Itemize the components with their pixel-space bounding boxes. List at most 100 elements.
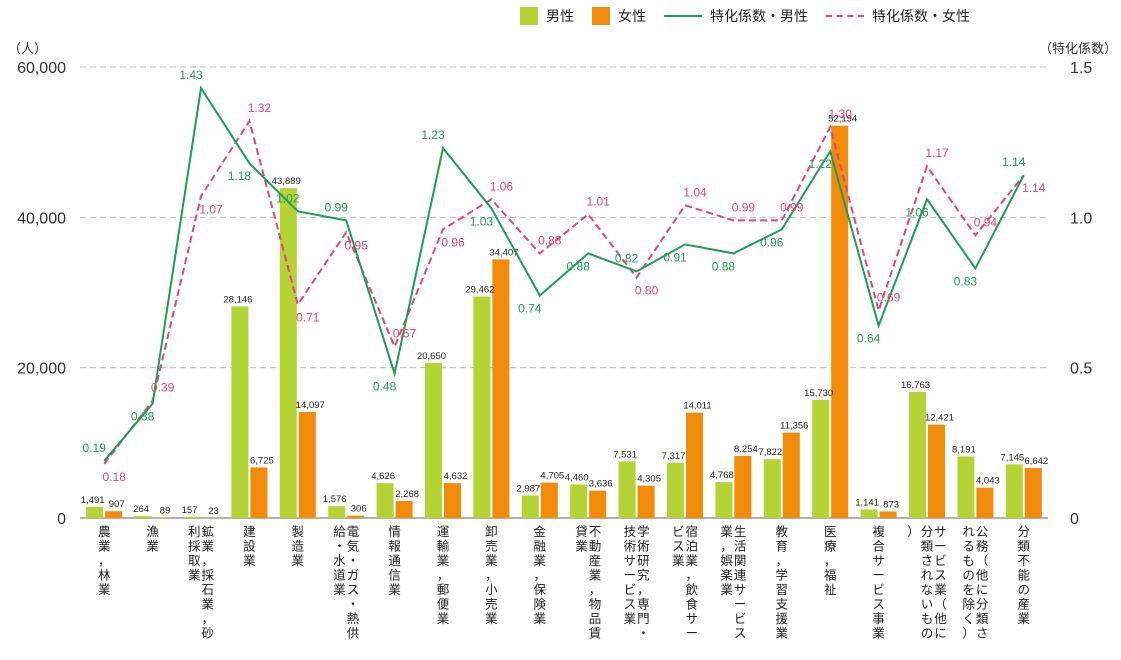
coef-male-label: 0.74 [518, 302, 542, 316]
bar-female-label: 14,011 [683, 401, 711, 412]
bar-female-label: 4,705 [540, 471, 564, 482]
bar-female [153, 517, 171, 518]
coef-male-label: 1.23 [421, 128, 445, 142]
legend-female-label: 女性 [618, 9, 646, 25]
bar-female-label: 89 [160, 505, 171, 516]
bar-male-label: 7,317 [662, 451, 686, 462]
legend-coef-female-label: 特化係数・女性 [872, 9, 970, 25]
category-label: 農業，林業 [98, 524, 111, 597]
coef-female-label: 1.17 [925, 146, 949, 160]
bar-male [473, 296, 491, 518]
bar-female [928, 424, 945, 518]
category-label: サービス業（他に分類されないもの） [907, 524, 947, 641]
bar-male [618, 461, 636, 518]
bar-female-label: 6,725 [250, 455, 274, 466]
bar-female-label: 12,421 [925, 413, 954, 424]
category-label: 医療，福祉 [824, 524, 837, 597]
coef-male-label: 0.19 [83, 441, 107, 455]
coef-male-label: 0.64 [857, 332, 881, 346]
left-tick-label: 40,000 [17, 210, 66, 227]
legend-coef-female-swatch [826, 15, 864, 17]
coef-female-label: 0.69 [877, 291, 901, 305]
right-tick-label: 0 [1070, 511, 1079, 528]
bar-female [250, 467, 268, 518]
bar-female [589, 490, 607, 518]
bar-female-label: 2,268 [395, 489, 419, 500]
bar-male-label: 4,626 [371, 471, 395, 482]
coef-male-label: 0.99 [325, 200, 349, 214]
left-tick-label: 20,000 [17, 361, 66, 378]
bar-female [831, 125, 849, 518]
bar-male [279, 188, 297, 518]
category-label: 建設業 [243, 524, 256, 568]
legend-male-swatch [520, 7, 538, 25]
legend-coef-male-label: 特化係数・男性 [710, 9, 808, 25]
bar-male [1005, 464, 1023, 518]
bar-male [134, 516, 152, 518]
bar-female-label: 6,642 [1024, 456, 1048, 467]
coef-female-label: 0.88 [538, 233, 562, 247]
coef-female-label: 0.39 [151, 381, 175, 395]
bar-male [715, 482, 733, 518]
bar-female [298, 412, 316, 518]
coef-male-label: 1.43 [179, 68, 203, 82]
coef-female-label: 1.14 [1022, 181, 1046, 195]
bar-male-label: 7,145 [1000, 452, 1024, 463]
bar-male-label: 20,650 [417, 351, 446, 362]
bar-female [347, 515, 365, 518]
bar-male [86, 506, 104, 518]
category-label: 教育，学習支援業 [776, 524, 789, 641]
bar-female [1024, 468, 1042, 518]
legend-coef-male[interactable]: 特化係数・男性 [664, 6, 808, 26]
bar-male-label: 43,889 [272, 176, 301, 187]
coef-male-label: 0.83 [954, 274, 978, 288]
coef-female-label: 1.01 [587, 194, 611, 208]
line-coef-female [103, 118, 1025, 465]
bar-male [957, 456, 975, 518]
coef-male-label: 1.03 [470, 214, 494, 228]
line-coef-male [103, 85, 1025, 462]
right-tick-label: 1.5 [1070, 60, 1092, 77]
bar-male [231, 306, 249, 518]
coef-male-label: 0.96 [760, 235, 784, 249]
bar-male [376, 483, 394, 518]
category-label: 製造業 [292, 524, 305, 568]
coef-male-label: 1.18 [228, 169, 252, 183]
category-label: 漁業 [146, 524, 159, 554]
left-tick-label: 60,000 [17, 60, 66, 77]
bar-male [812, 399, 830, 518]
bar-male [909, 391, 926, 518]
bar-male [521, 495, 539, 518]
legend-female[interactable]: 女性 [592, 6, 646, 26]
legend-male-label: 男性 [546, 9, 574, 25]
bar-female [637, 485, 655, 518]
coef-female-label: 0.94 [974, 215, 998, 229]
coef-female-label: 1.30 [829, 107, 853, 121]
category-label: 公務（他に分類されるものを除く） [962, 524, 989, 641]
category-label: 学術研究，専門・技術サービス業 [624, 524, 651, 641]
category-label: 金融業，保険業 [534, 524, 547, 626]
bar-female-label: 52,194 [828, 114, 857, 125]
bar-male [570, 484, 588, 518]
bar-female-label: 4,305 [637, 474, 661, 485]
bar-female-label: 4,043 [976, 476, 1000, 487]
coef-male-label: 0.82 [615, 251, 639, 265]
coef-female-label: 0.71 [296, 311, 320, 325]
coef-male-label: 0.88 [712, 259, 736, 273]
legend-male[interactable]: 男性 [520, 6, 574, 26]
bar-male-label: 1,576 [323, 494, 347, 505]
legend-coef-female[interactable]: 特化係数・女性 [826, 6, 970, 26]
coef-female-label: 1.06 [490, 179, 514, 193]
bar-male-label: 1,491 [81, 495, 105, 506]
bar-female-label: 4,632 [444, 471, 468, 482]
bar-female-label: 11,356 [780, 421, 808, 432]
left-tick-label: 0 [57, 511, 66, 528]
bar-female-label: 14,097 [296, 400, 325, 411]
category-label: 電気・ガス・熱供給・水道業 [333, 524, 360, 641]
bar-female [444, 483, 461, 518]
bar-male [328, 506, 346, 518]
bar-female [976, 487, 994, 518]
bar-female [734, 455, 752, 518]
bar-female-label: 873 [883, 499, 899, 510]
bar-male [860, 509, 878, 518]
